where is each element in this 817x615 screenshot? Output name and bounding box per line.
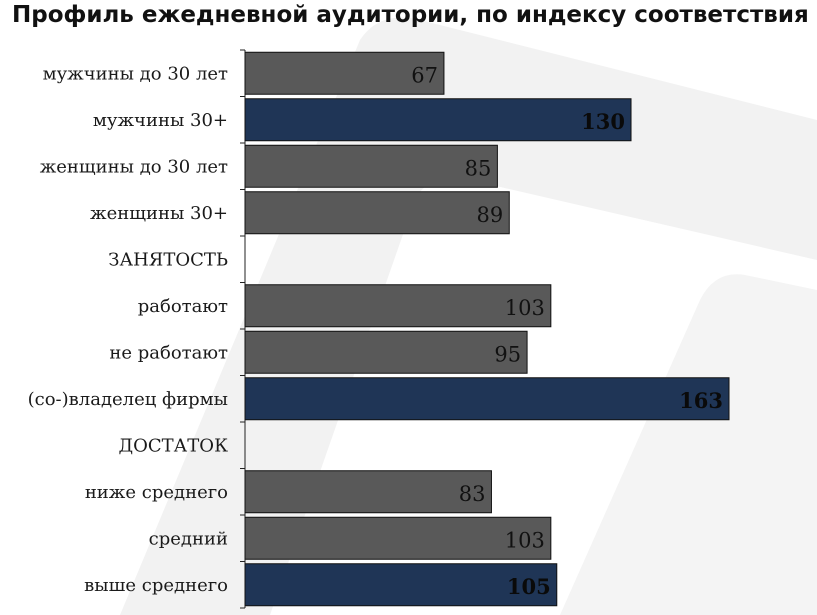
value-label: 67 xyxy=(411,63,438,87)
bar xyxy=(244,330,528,374)
category-label: женщины до 30 лет xyxy=(40,156,228,177)
value-label: 89 xyxy=(477,203,504,227)
bar xyxy=(244,191,510,235)
value-label: 95 xyxy=(494,342,521,366)
category-label: женщины 30+ xyxy=(90,203,228,224)
category-label: мужчины до 30 лет xyxy=(43,63,228,84)
chart-title: Профиль ежедневной аудитории, по индексу… xyxy=(12,2,809,28)
bar xyxy=(244,516,552,560)
bar xyxy=(244,144,498,188)
value-label: 85 xyxy=(465,156,492,180)
category-label: ЗАНЯТОСТЬ xyxy=(108,249,228,270)
bar xyxy=(244,563,558,607)
category-label: работают xyxy=(138,296,228,317)
bar xyxy=(244,98,632,142)
value-label: 103 xyxy=(505,296,545,320)
category-label: ниже среднего xyxy=(85,482,228,503)
value-label: 163 xyxy=(679,388,723,413)
category-label: средний xyxy=(149,528,228,549)
category-label: ДОСТАТОК xyxy=(119,435,229,456)
value-label: 130 xyxy=(581,109,625,134)
category-label: (со-)владелец фирмы xyxy=(28,389,228,410)
value-label: 103 xyxy=(505,528,545,552)
category-label: мужчины 30+ xyxy=(93,110,228,131)
bar xyxy=(244,377,730,421)
value-label: 105 xyxy=(507,574,551,599)
bar xyxy=(244,470,492,514)
value-label: 83 xyxy=(459,482,486,506)
category-label: не работают xyxy=(109,342,228,363)
category-label: выше среднего xyxy=(84,575,228,596)
bar xyxy=(244,284,552,328)
bar xyxy=(244,51,445,95)
